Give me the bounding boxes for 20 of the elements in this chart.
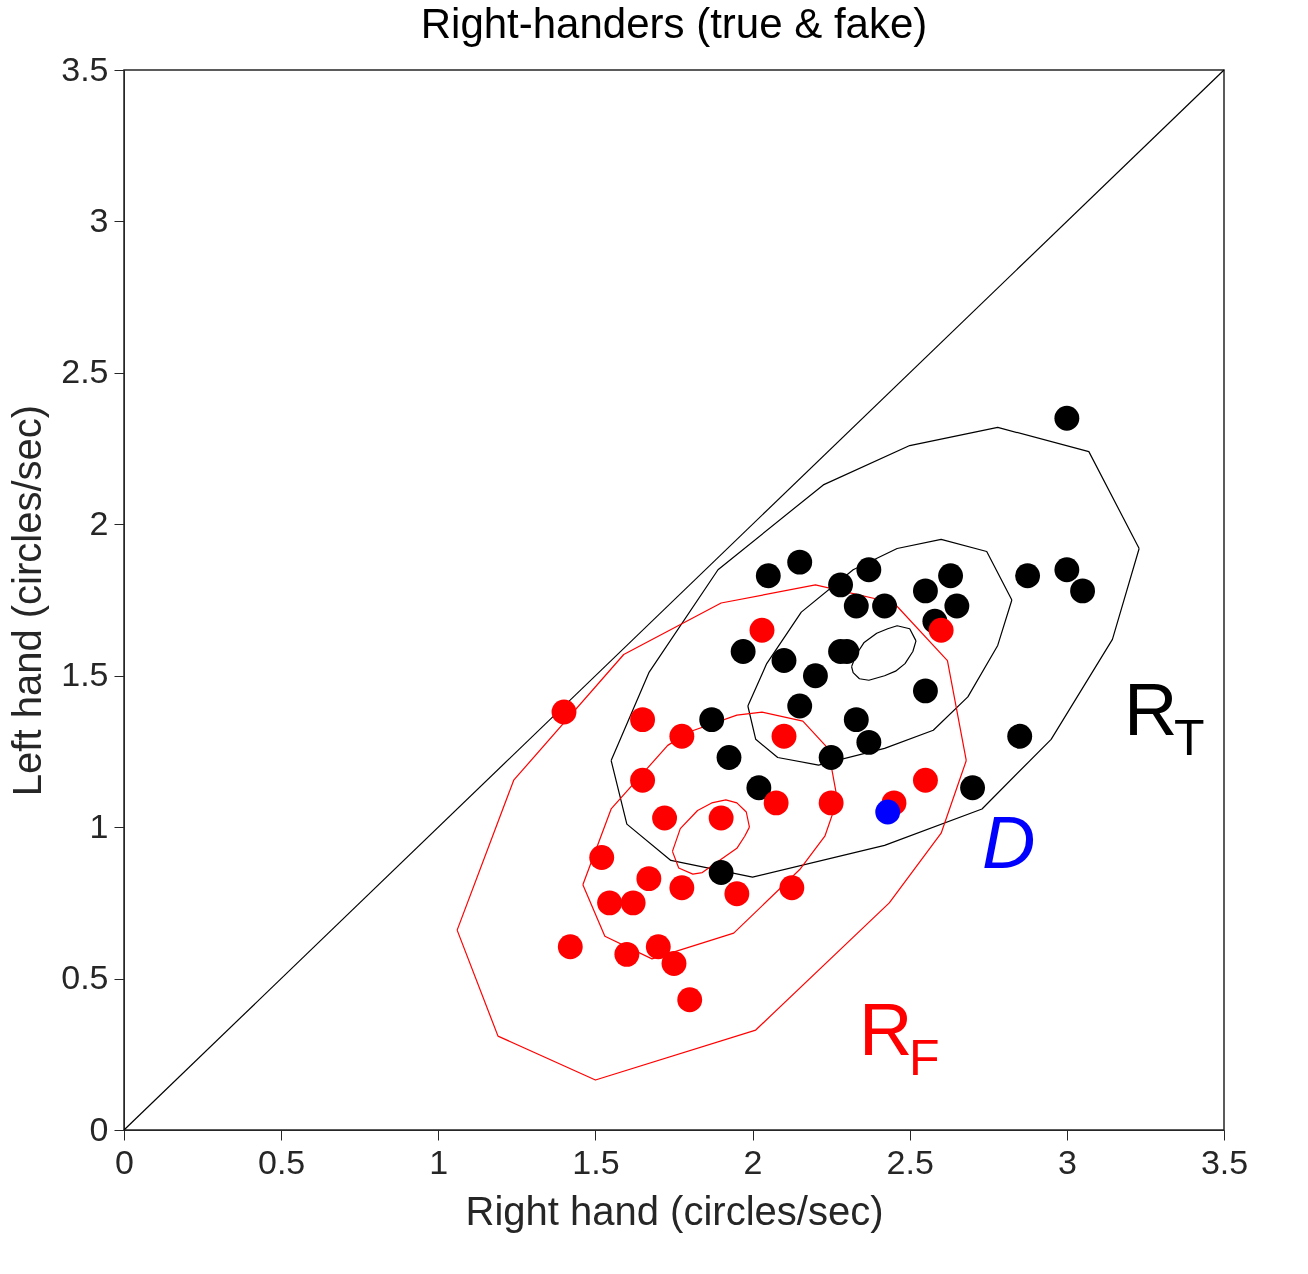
x-tick-label: 1.5: [572, 1142, 620, 1181]
y-tick-label: 2: [89, 503, 109, 542]
y-tick-label: 1.5: [61, 655, 109, 694]
x-tick-label: 0.5: [258, 1142, 306, 1181]
x-tick-label: 2: [743, 1142, 763, 1181]
x-tick-label: 3: [1057, 1142, 1077, 1181]
x-tick-label: 2.5: [886, 1142, 934, 1181]
y-tick-label: 2.5: [61, 352, 109, 391]
y-tick-label: 0: [89, 1109, 109, 1148]
y-tick-label: 3: [89, 200, 109, 239]
y-axis-title: Left hand (circles/sec): [5, 404, 50, 797]
chart-title: Right-handers (true & fake): [420, 0, 928, 47]
x-axis-title: Right hand (circles/sec): [465, 1188, 884, 1233]
y-tick-label: 0.5: [61, 958, 109, 997]
x-tick-label: 0: [115, 1142, 134, 1181]
y-tick-label: 3.5: [61, 49, 109, 88]
x-tick-label: 1: [429, 1142, 449, 1181]
y-tick-label: 1: [89, 806, 109, 845]
x-tick-label: 3.5: [1200, 1142, 1249, 1181]
annotation: D: [982, 801, 1036, 884]
